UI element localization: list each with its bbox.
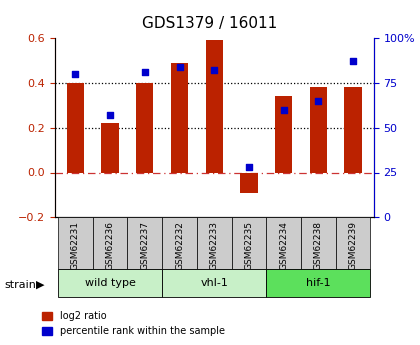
Point [211, 68, 218, 73]
Text: GSM62233: GSM62233 [210, 221, 219, 270]
Bar [240, 172, 257, 193]
Bar [266, 269, 370, 297]
Text: wild type: wild type [85, 278, 136, 288]
Bar [266, 217, 301, 269]
Text: GSM62236: GSM62236 [105, 221, 115, 270]
Bar [336, 217, 370, 269]
Bar [310, 87, 327, 172]
Text: strain: strain [4, 280, 36, 289]
Bar [67, 83, 84, 172]
Bar [127, 217, 162, 269]
Point [72, 71, 79, 77]
Text: ▶: ▶ [36, 280, 44, 289]
Bar [58, 269, 162, 297]
Bar [344, 87, 362, 172]
Bar [136, 83, 153, 172]
Bar [58, 217, 93, 269]
Bar [231, 217, 266, 269]
Text: GSM62239: GSM62239 [349, 221, 357, 270]
Point [315, 98, 322, 104]
Bar [162, 217, 197, 269]
Bar [93, 217, 127, 269]
Point [349, 59, 356, 64]
Text: GSM62231: GSM62231 [71, 221, 80, 270]
Bar [205, 40, 223, 172]
Text: hif-1: hif-1 [306, 278, 331, 288]
Point [246, 164, 252, 170]
Bar [275, 96, 292, 172]
Point [176, 64, 183, 69]
Text: GSM62232: GSM62232 [175, 221, 184, 270]
Bar [162, 269, 266, 297]
Text: GSM62237: GSM62237 [140, 221, 149, 270]
Text: GDS1379 / 16011: GDS1379 / 16011 [142, 16, 278, 30]
Text: vhl-1: vhl-1 [200, 278, 228, 288]
Bar [102, 123, 119, 172]
Text: GSM62238: GSM62238 [314, 221, 323, 270]
Point [280, 107, 287, 112]
Bar [197, 217, 231, 269]
Bar [301, 217, 336, 269]
Bar [171, 62, 188, 172]
Point [142, 69, 148, 75]
Text: GSM62234: GSM62234 [279, 221, 288, 270]
Legend: log2 ratio, percentile rank within the sample: log2 ratio, percentile rank within the s… [39, 307, 229, 340]
Point [107, 112, 113, 118]
Text: GSM62235: GSM62235 [244, 221, 253, 270]
